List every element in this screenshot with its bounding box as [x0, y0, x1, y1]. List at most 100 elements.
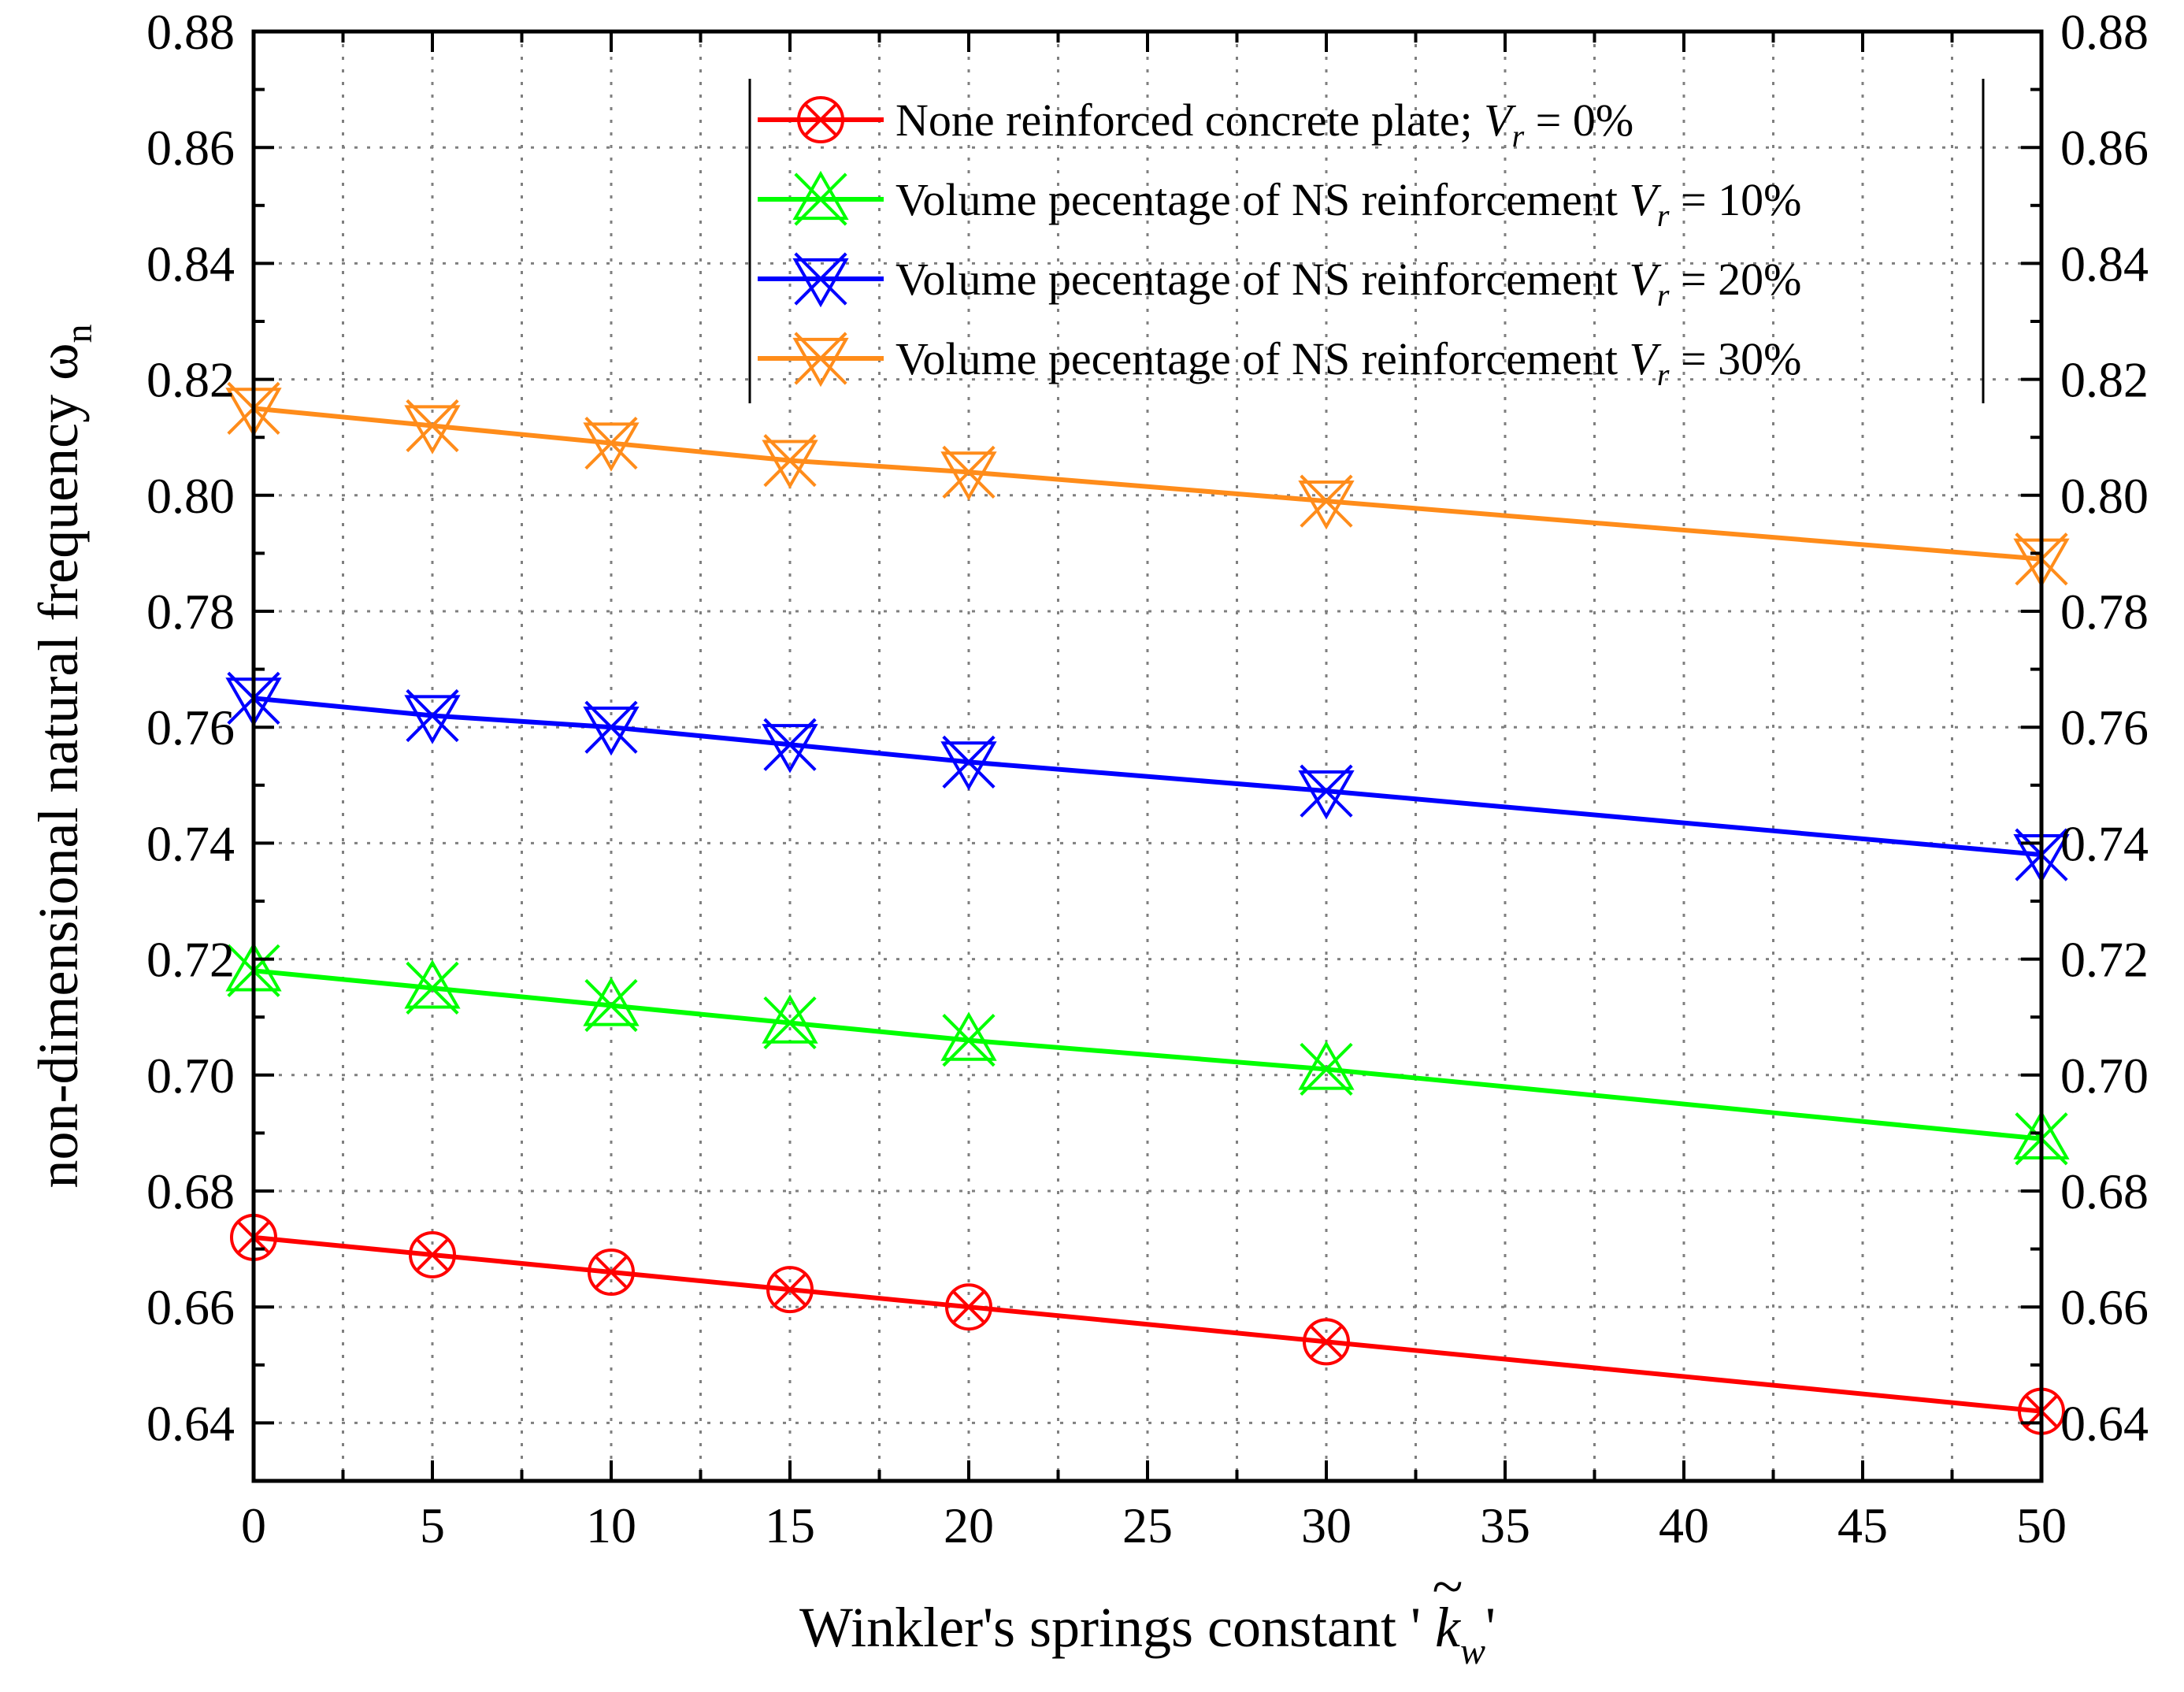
legend-marker-1	[792, 170, 849, 226]
x-tick-label: 45	[1837, 1497, 1888, 1553]
x-tick-label: 30	[1301, 1497, 1352, 1553]
marker-cross	[794, 252, 847, 306]
marker-triangle	[940, 1011, 997, 1061]
x-tick-label: 15	[765, 1497, 815, 1553]
y-tick-label-left: 0.86	[146, 120, 235, 176]
series-1	[225, 942, 2070, 1166]
grid	[254, 32, 2041, 1481]
marker-cross	[584, 700, 638, 754]
marker-cross	[406, 688, 459, 743]
data-point	[583, 700, 640, 756]
marker-triangle	[583, 977, 640, 1026]
marker-triangle	[404, 405, 461, 455]
marker-cross	[594, 1256, 629, 1289]
marker-triangle	[762, 724, 818, 774]
legend-label-2: Volume pecentage of NS reinforcement Vr …	[895, 254, 1801, 313]
x-axis-title-accent: ~	[1433, 1555, 1463, 1618]
y-tick-label-left: 0.76	[146, 699, 235, 755]
data-point	[583, 977, 640, 1033]
x-tick-label: 20	[944, 1497, 994, 1553]
y-tick-label-right: 0.66	[2060, 1279, 2149, 1335]
marker-cross	[1300, 764, 1353, 818]
legend-label-1: Volume pecentage of NS reinforcement Vr …	[895, 174, 1801, 233]
marker-circle	[766, 1266, 814, 1314]
data-point	[762, 718, 818, 774]
marker-circle	[409, 1230, 456, 1278]
data-point	[940, 735, 997, 791]
marker-triangle	[940, 451, 997, 501]
series-line-0	[253, 1234, 2042, 1414]
y-tick-label-left: 0.88	[146, 4, 235, 60]
marker-cross	[763, 718, 817, 771]
y-tick-label-right: 0.80	[2060, 468, 2149, 524]
marker-cross	[406, 961, 459, 1015]
series-layer	[225, 381, 2070, 1435]
x-tick-label: 40	[1659, 1497, 1709, 1553]
y-tick-label-left: 0.64	[146, 1395, 235, 1451]
y-tick-label-right: 0.86	[2060, 120, 2149, 176]
marker-triangle	[1298, 1041, 1355, 1090]
x-tick-label: 25	[1122, 1497, 1173, 1553]
series-0	[230, 1213, 2065, 1435]
marker-triangle	[762, 994, 818, 1044]
marker-cross	[763, 996, 817, 1050]
data-point	[409, 1230, 456, 1278]
series-2	[225, 671, 2070, 884]
y-tick-label-left: 0.80	[146, 468, 235, 524]
marker-circle	[945, 1283, 992, 1331]
marker-triangle	[404, 959, 461, 1009]
marker-triangle	[1298, 481, 1355, 530]
data-point	[1298, 1041, 1355, 1096]
data-point	[583, 416, 640, 472]
marker-cross	[951, 1290, 986, 1324]
marker-triangle	[583, 707, 640, 756]
legend-marker-2	[792, 252, 849, 308]
data-point	[1303, 1318, 1350, 1366]
series-3	[225, 381, 2070, 588]
y-tick-label-left: 0.84	[146, 236, 235, 291]
y-tick-label-left: 0.82	[146, 352, 235, 408]
marker-triangle	[940, 741, 997, 791]
marker-cross	[584, 978, 638, 1033]
y-tick-label-right: 0.84	[2060, 236, 2149, 291]
data-point	[404, 688, 461, 744]
marker-cross	[803, 102, 838, 137]
data-point	[945, 1283, 992, 1331]
data-point	[404, 959, 461, 1015]
y-tick-label-left: 0.70	[146, 1048, 235, 1104]
y-tick-label-right: 0.72	[2060, 932, 2149, 988]
x-axis-title: Winkler's springs constant ' kw'	[799, 1596, 1496, 1672]
marker-triangle	[792, 170, 849, 221]
x-tick-label: 10	[586, 1497, 636, 1553]
marker-cross	[584, 416, 638, 470]
y-tick-label-left: 0.74	[146, 815, 235, 871]
marker-cross	[1300, 1042, 1353, 1096]
legend-label-3: Volume pecentage of NS reinforcement Vr …	[895, 333, 1801, 392]
marker-circle	[797, 96, 844, 143]
legend-label-0: None reinforced concrete plate; Vr = 0%	[895, 95, 1633, 154]
marker-cross	[942, 735, 996, 788]
data-point	[940, 1011, 997, 1067]
x-tick-label: 35	[1480, 1497, 1530, 1553]
marker-triangle	[792, 258, 849, 308]
y-tick-label-right: 0.82	[2060, 352, 2149, 408]
data-point	[762, 434, 818, 489]
marker-cross	[1300, 474, 1353, 528]
data-point	[762, 994, 818, 1050]
y-tick-label-right: 0.68	[2060, 1163, 2149, 1219]
data-point	[1298, 764, 1355, 820]
x-tick-label: 0	[241, 1497, 266, 1553]
x-tick-label: 50	[2016, 1497, 2067, 1553]
marker-cross	[415, 1237, 450, 1271]
marker-cross	[773, 1273, 807, 1307]
marker-circle	[1303, 1318, 1350, 1366]
marker-cross	[942, 445, 996, 499]
legend: None reinforced concrete plate; Vr = 0% V…	[748, 79, 1985, 403]
y-axis-title: non-dimensional natural frequency ωn	[27, 324, 100, 1188]
marker-triangle	[583, 422, 640, 472]
marker-circle	[588, 1249, 635, 1297]
y-tick-label-right: 0.88	[2060, 4, 2149, 60]
marker-cross	[794, 173, 847, 226]
y-tick-label-left: 0.66	[146, 1279, 235, 1335]
